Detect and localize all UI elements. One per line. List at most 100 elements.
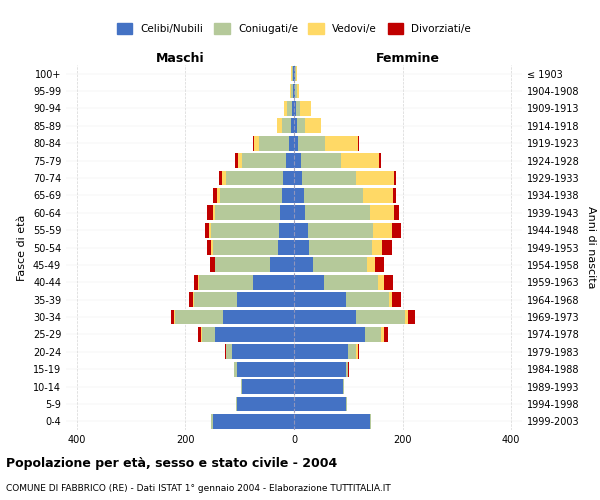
Bar bbox=[235, 153, 238, 168]
Bar bbox=[394, 188, 396, 202]
Bar bbox=[211, 222, 279, 238]
Bar bbox=[405, 310, 408, 324]
Text: Popolazione per età, sesso e stato civile - 2004: Popolazione per età, sesso e stato civil… bbox=[6, 458, 337, 470]
Bar bbox=[199, 275, 253, 289]
Bar bbox=[378, 275, 383, 289]
Bar bbox=[294, 240, 309, 255]
Bar bbox=[392, 222, 401, 238]
Bar bbox=[297, 118, 305, 133]
Bar bbox=[389, 292, 392, 307]
Bar bbox=[211, 258, 215, 272]
Bar bbox=[237, 362, 294, 376]
Bar bbox=[219, 170, 222, 186]
Bar bbox=[383, 275, 394, 289]
Bar bbox=[209, 222, 211, 238]
Bar bbox=[382, 240, 392, 255]
Bar bbox=[253, 275, 294, 289]
Bar bbox=[294, 170, 302, 186]
Bar bbox=[290, 84, 291, 98]
Bar bbox=[292, 66, 293, 81]
Bar bbox=[212, 188, 217, 202]
Bar bbox=[370, 414, 371, 428]
Bar bbox=[293, 66, 294, 81]
Bar bbox=[294, 275, 324, 289]
Bar bbox=[370, 206, 394, 220]
Bar bbox=[367, 258, 376, 272]
Bar bbox=[194, 275, 199, 289]
Bar bbox=[346, 362, 348, 376]
Bar bbox=[358, 136, 359, 150]
Bar bbox=[287, 101, 292, 116]
Bar bbox=[211, 414, 212, 428]
Bar bbox=[294, 66, 295, 81]
Bar bbox=[376, 258, 383, 272]
Bar bbox=[291, 84, 293, 98]
Bar bbox=[294, 379, 343, 394]
Bar bbox=[281, 118, 291, 133]
Bar bbox=[394, 206, 399, 220]
Bar bbox=[294, 206, 305, 220]
Bar bbox=[236, 396, 237, 411]
Bar bbox=[269, 258, 294, 272]
Bar bbox=[341, 153, 379, 168]
Bar bbox=[220, 188, 282, 202]
Bar bbox=[298, 136, 325, 150]
Bar bbox=[313, 258, 367, 272]
Bar bbox=[324, 275, 378, 289]
Bar bbox=[392, 292, 401, 307]
Bar bbox=[356, 344, 358, 359]
Bar bbox=[394, 170, 396, 186]
Bar bbox=[302, 170, 356, 186]
Bar bbox=[202, 327, 215, 342]
Y-axis label: Anni di nascita: Anni di nascita bbox=[586, 206, 596, 289]
Bar bbox=[213, 206, 215, 220]
Bar bbox=[294, 258, 313, 272]
Bar bbox=[304, 188, 364, 202]
Bar bbox=[215, 258, 269, 272]
Bar bbox=[282, 188, 294, 202]
Bar bbox=[364, 188, 394, 202]
Bar bbox=[296, 101, 300, 116]
Text: COMUNE DI FABBRICO (RE) - Dati ISTAT 1° gennaio 2004 - Elaborazione TUTTITALIA.I: COMUNE DI FABBRICO (RE) - Dati ISTAT 1° … bbox=[6, 484, 391, 493]
Bar bbox=[294, 153, 301, 168]
Bar bbox=[238, 153, 242, 168]
Bar bbox=[237, 396, 294, 411]
Text: Femmine: Femmine bbox=[376, 52, 440, 65]
Bar bbox=[309, 240, 371, 255]
Bar bbox=[295, 84, 297, 98]
Bar bbox=[254, 136, 259, 150]
Bar bbox=[212, 414, 294, 428]
Bar bbox=[294, 344, 348, 359]
Bar bbox=[348, 344, 356, 359]
Bar bbox=[356, 170, 394, 186]
Bar bbox=[294, 327, 365, 342]
Bar bbox=[172, 310, 174, 324]
Bar bbox=[371, 240, 382, 255]
Bar bbox=[283, 170, 294, 186]
Bar bbox=[175, 310, 223, 324]
Bar bbox=[408, 310, 415, 324]
Bar bbox=[226, 344, 232, 359]
Bar bbox=[294, 118, 297, 133]
Bar bbox=[215, 327, 294, 342]
Bar bbox=[301, 153, 341, 168]
Bar bbox=[212, 240, 278, 255]
Bar bbox=[194, 292, 237, 307]
Bar bbox=[207, 240, 211, 255]
Bar bbox=[294, 101, 296, 116]
Bar bbox=[383, 327, 388, 342]
Bar bbox=[291, 118, 294, 133]
Bar bbox=[343, 379, 344, 394]
Bar bbox=[356, 310, 405, 324]
Bar bbox=[222, 170, 226, 186]
Bar bbox=[205, 222, 209, 238]
Bar bbox=[277, 118, 281, 133]
Bar bbox=[325, 136, 358, 150]
Bar bbox=[292, 101, 294, 116]
Bar bbox=[223, 310, 294, 324]
Bar bbox=[294, 222, 308, 238]
Bar bbox=[305, 206, 370, 220]
Bar bbox=[294, 414, 370, 428]
Legend: Celibi/Nubili, Coniugati/e, Vedovi/e, Divorziati/e: Celibi/Nubili, Coniugati/e, Vedovi/e, Di… bbox=[113, 19, 475, 38]
Bar bbox=[295, 66, 296, 81]
